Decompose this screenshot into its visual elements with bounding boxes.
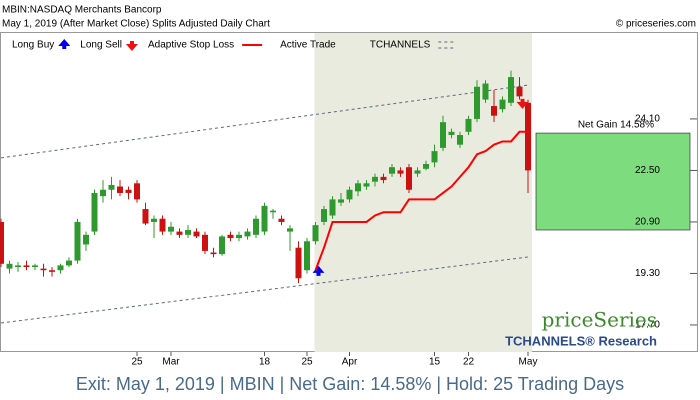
candle-body — [40, 268, 47, 271]
candle-body — [210, 252, 217, 255]
candle-body — [516, 86, 523, 97]
candle-body — [219, 236, 225, 255]
candle-body — [74, 221, 81, 261]
chart-title: MBIN:NASDAQ Merchants Bancorp — [2, 5, 162, 16]
candle-body — [474, 86, 480, 119]
candle-body — [270, 210, 276, 213]
legend: Long Buy Long Sell Adaptive Stop Loss Activ… — [12, 39, 457, 51]
candle-body — [185, 229, 191, 235]
footer: Exit: May 1, 2019 | MBIN | Net Gain: 14.… — [76, 374, 624, 394]
brand-sub: TCHANNELS® Research — [505, 333, 657, 348]
x-tick-label: 15 — [429, 357, 441, 368]
legend-label: TCHANNELS — [370, 40, 431, 51]
candle-body — [261, 205, 268, 232]
stop-loss-line — [314, 130, 528, 271]
candle-body — [278, 218, 285, 222]
channel-line — [0, 256, 529, 324]
candle-body — [0, 221, 4, 264]
candle-body — [329, 199, 336, 216]
candle-body — [491, 106, 497, 116]
candle-body — [151, 218, 157, 222]
legend-label: Long Sell — [80, 40, 122, 51]
legend-swatch — [343, 39, 356, 51]
candle-body — [23, 265, 30, 268]
x-tick-label: 18 — [259, 357, 271, 368]
candle-body — [312, 225, 319, 242]
candle-body — [295, 247, 302, 279]
y-tick-label: 24.10 — [635, 114, 660, 125]
candle-body — [414, 170, 421, 174]
candle-body — [397, 170, 404, 174]
channel-line — [0, 84, 529, 159]
y-tick-label: 17.70 — [635, 320, 660, 331]
chart-subtitle: May 1, 2019 (After Market Close) Splits … — [2, 19, 270, 30]
candle-body — [355, 183, 361, 192]
candle-body — [6, 263, 13, 269]
x-tick-label: 22 — [463, 357, 475, 368]
x-tick-label: Mar — [162, 357, 180, 368]
candle-body — [372, 176, 378, 182]
candle-body — [168, 226, 174, 232]
candle-body — [304, 241, 310, 271]
legend-label: Long Buy — [12, 40, 54, 51]
candle-body — [236, 234, 242, 239]
candle-body — [363, 183, 370, 187]
candle-body — [134, 183, 140, 200]
legend-label: Active Trade — [280, 40, 336, 51]
net-gain-box — [535, 132, 691, 231]
candle-body — [108, 184, 115, 190]
candle-body — [380, 176, 387, 181]
x-tick-label: 25 — [131, 357, 143, 368]
candle-body — [508, 77, 514, 103]
candle-body — [32, 265, 38, 268]
candle-body — [338, 199, 344, 203]
candle-body — [482, 83, 489, 100]
candle-body — [346, 189, 353, 200]
legend-swatch — [125, 41, 138, 51]
candle-body — [423, 163, 429, 169]
candle-body — [15, 265, 21, 268]
candle-body — [457, 135, 463, 145]
candle-body — [91, 192, 98, 232]
brand: priceSeries — [542, 308, 657, 332]
candle-body — [202, 234, 208, 251]
candle-body — [465, 118, 472, 132]
candle-body — [525, 102, 531, 171]
candle-body — [49, 270, 55, 272]
candle-body — [253, 218, 259, 235]
y-tick-label: 20.90 — [635, 217, 660, 228]
candle-body — [389, 167, 395, 174]
candle-body — [448, 131, 455, 136]
candle-body — [66, 260, 72, 266]
candle-body — [406, 167, 412, 190]
candle-body — [125, 189, 132, 193]
candle-body — [159, 218, 166, 232]
candle-body — [440, 122, 446, 148]
y-tick-label: 22.50 — [635, 165, 660, 176]
candle-body — [83, 234, 89, 245]
net-gain-label: Net Gain 14.58% — [578, 120, 654, 131]
candle-body — [100, 189, 106, 197]
candle-body — [57, 265, 64, 271]
buy-arrow — [312, 265, 325, 276]
candle-body — [321, 209, 327, 222]
candle-body — [431, 151, 438, 163]
candle-body — [176, 231, 183, 235]
x-tick-label: Apr — [342, 357, 358, 368]
y-tick-label: 19.30 — [635, 268, 660, 279]
candle-body — [244, 231, 251, 237]
candle-body — [193, 231, 200, 237]
candle-body — [142, 209, 149, 224]
candle-body — [499, 99, 506, 110]
candle-body — [227, 234, 234, 239]
sell-arrow — [516, 98, 529, 109]
candle-body — [287, 228, 293, 232]
source: © priceseries.com — [616, 19, 696, 30]
candle-body — [117, 186, 123, 193]
legend-swatch — [58, 39, 71, 49]
x-tick-label: 25 — [301, 357, 313, 368]
x-tick-label: May — [519, 357, 538, 368]
legend-label: Adaptive Stop Loss — [148, 40, 234, 51]
